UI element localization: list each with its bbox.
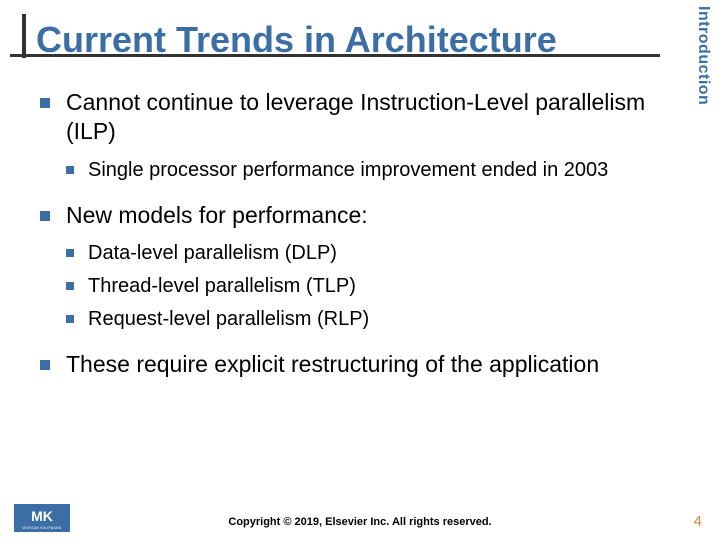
- bullet-text: Request-level parallelism (RLP): [88, 308, 369, 330]
- bullet-text: Single processor performance improvement…: [88, 159, 608, 181]
- bullet-text: These require explicit restructuring of …: [66, 351, 599, 377]
- bullet-list-level1: Cannot continue to leverage Instruction-…: [40, 88, 660, 379]
- page-number: 4: [694, 513, 702, 530]
- bullet-list-level2: Single processor performance improvement…: [66, 158, 660, 183]
- copyright-text: Copyright © 2019, Elsevier Inc. All righ…: [228, 516, 491, 528]
- bullet-item: Thread-level parallelism (TLP): [66, 274, 660, 299]
- section-label: Introduction: [694, 6, 712, 105]
- bullet-text: Data-level parallelism (DLP): [88, 242, 337, 264]
- bullet-item: Data-level parallelism (DLP): [66, 241, 660, 266]
- slide-title: Current Trends in Architecture: [26, 22, 557, 58]
- bullet-list-level2: Data-level parallelism (DLP) Thread-leve…: [66, 241, 660, 332]
- footer: Copyright © 2019, Elsevier Inc. All righ…: [0, 516, 720, 528]
- bullet-item: Single processor performance improvement…: [66, 158, 660, 183]
- slide: Introduction Current Trends in Architect…: [0, 0, 720, 540]
- bullet-text: New models for performance:: [66, 202, 368, 228]
- bullet-item: Request-level parallelism (RLP): [66, 307, 660, 332]
- slide-body: Cannot continue to leverage Instruction-…: [40, 88, 660, 397]
- bullet-item: New models for performance: Data-level p…: [40, 201, 660, 333]
- title-bar: Current Trends in Architecture: [22, 14, 658, 58]
- bullet-text: Cannot continue to leverage Instruction-…: [66, 89, 645, 144]
- bullet-item: These require explicit restructuring of …: [40, 350, 660, 379]
- bullet-item: Cannot continue to leverage Instruction-…: [40, 88, 660, 183]
- bullet-text: Thread-level parallelism (TLP): [88, 275, 356, 297]
- title-underline: [10, 54, 660, 57]
